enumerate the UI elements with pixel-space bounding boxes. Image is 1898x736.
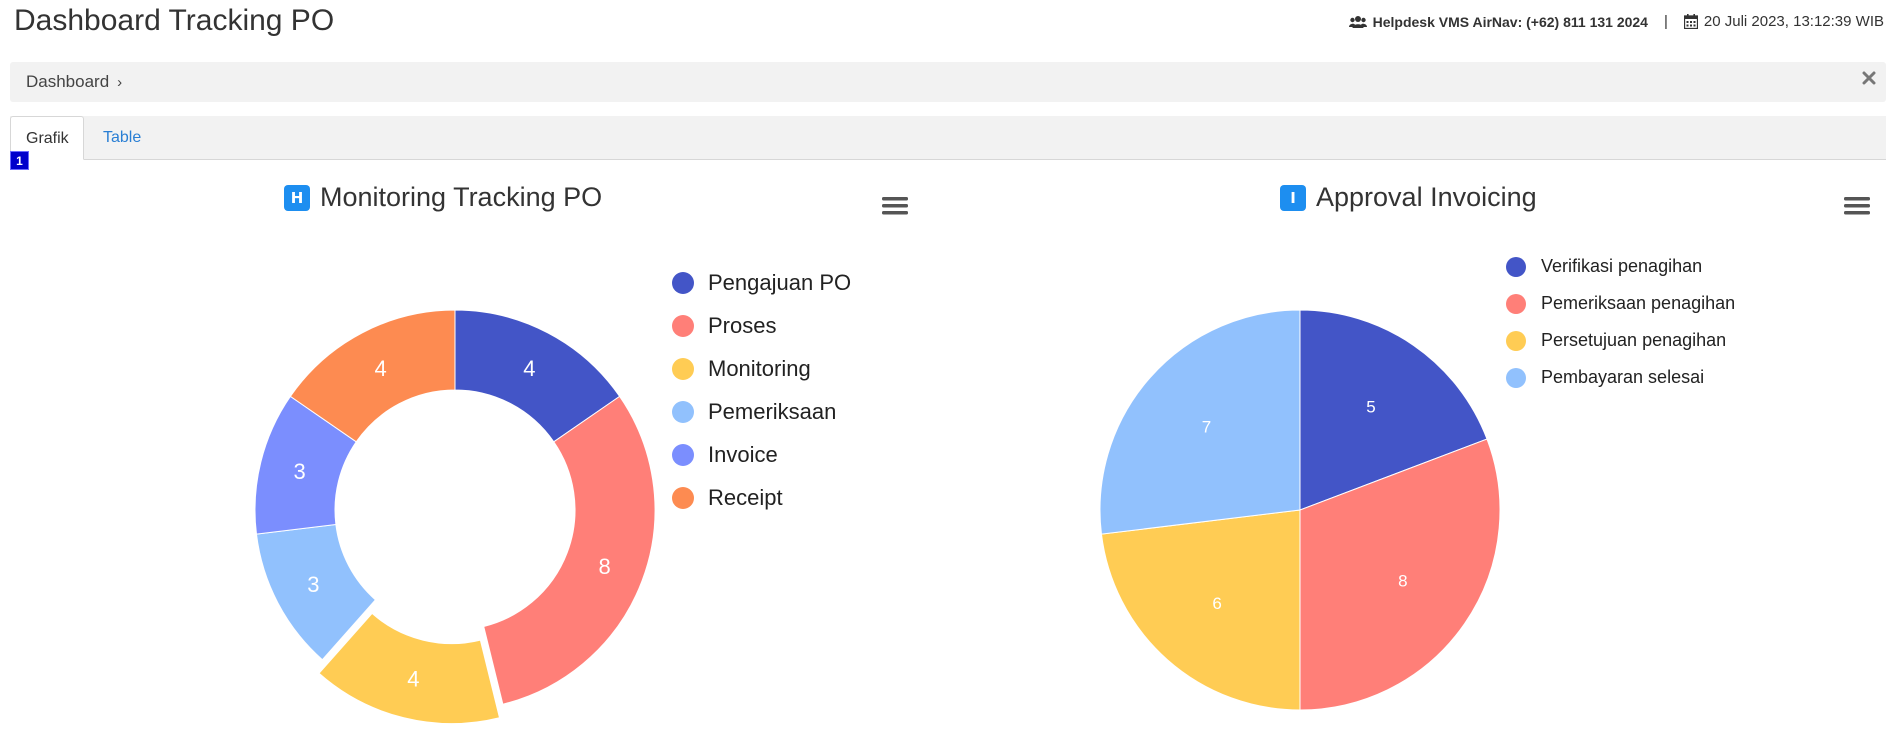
legend-monitoring: Pengajuan PO Proses Monitoring Pemeriksaan I… bbox=[672, 261, 851, 519]
data-label-pembayaran-selesai: 7 bbox=[1202, 418, 1211, 437]
calendar-icon bbox=[1683, 14, 1698, 29]
legend-item-pemeriksaan[interactable]: Pemeriksaan bbox=[672, 390, 851, 433]
data-label-verifikasi-penagihan: 5 bbox=[1366, 398, 1375, 417]
helpdesk-contact: Helpdesk VMS AirNav: (+62) 811 131 2024 bbox=[1372, 13, 1648, 30]
data-label-pemeriksaan-penagihan: 8 bbox=[1398, 572, 1407, 591]
chart-title-text: Approval Invoicing bbox=[1316, 182, 1537, 212]
hamburger-menu-icon[interactable] bbox=[882, 195, 908, 222]
legend-marker bbox=[1506, 367, 1526, 388]
data-label-pengajuan-po: 4 bbox=[523, 356, 535, 381]
legend-item-monitoring[interactable]: Monitoring bbox=[672, 347, 851, 390]
legend-label: Proses bbox=[708, 312, 777, 338]
pie-slice-verifikasi-penagihan[interactable] bbox=[1299, 309, 1488, 511]
pie-slice-pemeriksaan-penagihan[interactable] bbox=[1299, 438, 1501, 710]
legend-item-receipt[interactable]: Receipt bbox=[672, 476, 851, 519]
legend-marker bbox=[1506, 256, 1526, 277]
legend-label: Pengajuan PO bbox=[708, 269, 852, 295]
header-info: Helpdesk VMS AirNav: (+62) 811 131 2024 … bbox=[1348, 13, 1884, 30]
legend-marker bbox=[672, 314, 694, 337]
data-label-pemeriksaan: 3 bbox=[307, 572, 319, 597]
tab-table[interactable]: Table bbox=[103, 129, 142, 146]
header-separator: | bbox=[1663, 13, 1668, 30]
legend-approval: Verifikasi penagihan Pemeriksaan penagiha… bbox=[1506, 248, 1735, 396]
breadcrumb-bar: Dashboard › bbox=[10, 62, 1886, 102]
legend-label: Verifikasi penagihan bbox=[1541, 256, 1703, 276]
pie-slice-persetujuan-penagihan[interactable] bbox=[1100, 509, 1301, 710]
chart-title-badge: H bbox=[284, 184, 310, 211]
pie-slice-monitoring[interactable] bbox=[318, 612, 501, 725]
legend-label: Receipt bbox=[708, 484, 783, 510]
legend-item-invoice[interactable]: Invoice bbox=[672, 433, 851, 476]
tabs-bar: Grafik Table bbox=[10, 116, 1886, 160]
close-icon[interactable] bbox=[1862, 71, 1876, 90]
data-label-monitoring: 4 bbox=[407, 666, 419, 691]
legend-item-verifikasi-penagihan[interactable]: Verifikasi penagihan bbox=[1506, 248, 1735, 285]
legend-item-pengajuan-po[interactable]: Pengajuan PO bbox=[672, 261, 851, 304]
legend-label: Pemeriksaan penagihan bbox=[1541, 293, 1736, 313]
chart-title-text: Monitoring Tracking PO bbox=[320, 182, 603, 212]
chart-title-badge: I bbox=[1280, 184, 1306, 211]
page-title: Dashboard Tracking PO bbox=[14, 4, 335, 37]
legend-label: Pemeriksaan bbox=[708, 398, 837, 424]
legend-label: Monitoring bbox=[708, 355, 811, 381]
breadcrumb: Dashboard › bbox=[26, 72, 122, 92]
legend-marker bbox=[672, 357, 694, 380]
data-label-proses: 8 bbox=[598, 554, 610, 579]
legend-item-pembayaran-selesai[interactable]: Pembayaran selesai bbox=[1506, 359, 1735, 396]
legend-item-pemeriksaan-penagihan[interactable]: Pemeriksaan penagihan bbox=[1506, 285, 1735, 322]
legend-item-persetujuan-penagihan[interactable]: Persetujuan penagihan bbox=[1506, 322, 1735, 359]
chevron-right-icon: › bbox=[117, 74, 123, 91]
legend-label: Persetujuan penagihan bbox=[1541, 330, 1727, 350]
legend-marker bbox=[672, 443, 694, 466]
chart-title-approval: I Approval Invoicing bbox=[1280, 182, 1537, 213]
pie-slice-proses[interactable] bbox=[483, 395, 656, 705]
donut-chart-monitoring: 4 8 4 3 3 4 bbox=[254, 309, 656, 725]
pie-chart-approval: 5 8 6 7 bbox=[1100, 309, 1501, 710]
breadcrumb-item-dashboard[interactable]: Dashboard bbox=[26, 72, 110, 91]
chart-title-monitoring: H Monitoring Tracking PO bbox=[284, 182, 602, 213]
pie-slice-pembayaran-selesai[interactable] bbox=[1100, 309, 1301, 535]
legend-item-proses[interactable]: Proses bbox=[672, 304, 851, 347]
data-label-receipt: 4 bbox=[375, 356, 387, 381]
pie-slice-receipt[interactable] bbox=[289, 309, 456, 443]
legend-marker bbox=[1506, 293, 1526, 314]
header-datetime: 20 Juli 2023, 13:12:39 WIB bbox=[1703, 13, 1884, 30]
legend-marker bbox=[672, 271, 694, 294]
legend-marker bbox=[1506, 330, 1526, 351]
legend-marker bbox=[672, 486, 694, 509]
data-label-persetujuan-penagihan: 6 bbox=[1212, 594, 1221, 613]
data-label-invoice: 3 bbox=[294, 459, 306, 484]
legend-label: Pembayaran selesai bbox=[1541, 367, 1705, 387]
users-icon bbox=[1348, 15, 1367, 29]
legend-label: Invoice bbox=[708, 441, 778, 467]
tab-badge: 1 bbox=[10, 151, 29, 170]
hamburger-menu-icon[interactable] bbox=[1844, 195, 1870, 222]
legend-marker bbox=[672, 400, 694, 423]
